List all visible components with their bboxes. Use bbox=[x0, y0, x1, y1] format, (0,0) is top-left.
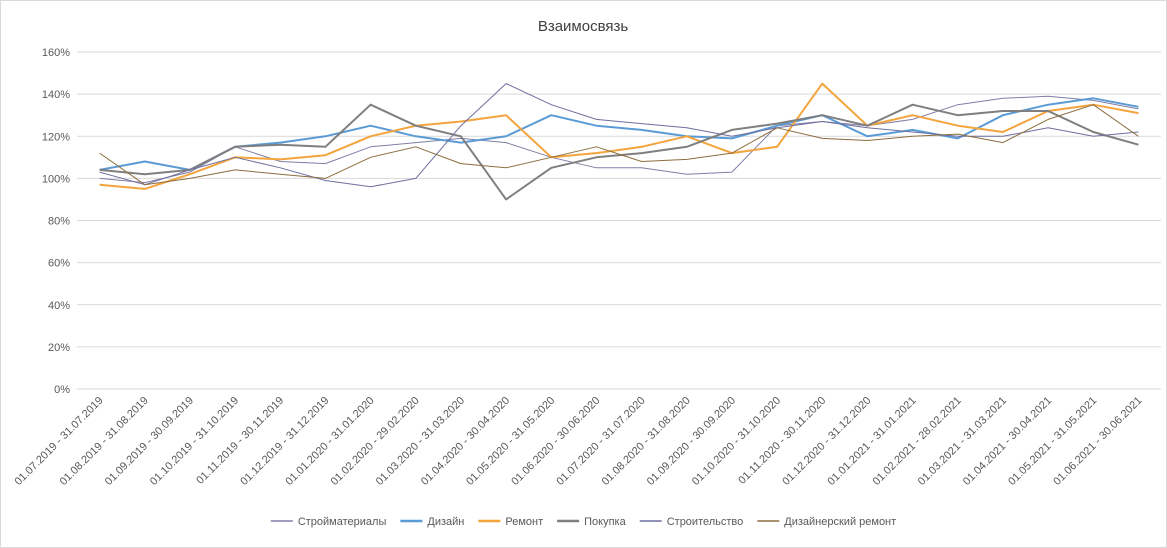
legend-label: Строительство bbox=[667, 516, 744, 528]
series-line-4 bbox=[99, 103, 1139, 201]
x-tick-label: 01.06.2020 - 30.06.2020 bbox=[509, 395, 602, 488]
y-tick-label: 100% bbox=[42, 173, 70, 185]
gridlines bbox=[77, 51, 1161, 390]
legend-item: Дизайн bbox=[400, 516, 464, 528]
x-tick-label: 01.11.2019 - 30.11.2019 bbox=[194, 395, 286, 487]
x-tick-label: 01.09.2019 - 30.09.2019 bbox=[103, 395, 196, 488]
x-tick-label: 01.04.2021 - 30.04.2021 bbox=[961, 395, 1054, 488]
y-tick-label: 120% bbox=[42, 131, 70, 143]
y-tick-label: 140% bbox=[42, 89, 70, 101]
series-lines bbox=[99, 82, 1139, 201]
series-line-1 bbox=[99, 95, 1139, 184]
legend-item: Дизайнерский ремонт bbox=[757, 516, 896, 528]
y-tick-label: 20% bbox=[48, 342, 70, 354]
legend-label: Ремонт bbox=[505, 516, 543, 528]
x-tick-label: 01.10.2019 - 31.10.2019 bbox=[148, 395, 241, 488]
y-tick-label: 60% bbox=[48, 258, 70, 270]
legend: Стройматериалы Дизайн Ремонт Покупка Строите… bbox=[270, 516, 896, 528]
legend-item: Строительство bbox=[639, 516, 744, 528]
series-line-5 bbox=[99, 83, 1139, 188]
x-tick-label: 01.08.2020 - 31.08.2020 bbox=[600, 395, 693, 488]
y-tick-label: 160% bbox=[42, 47, 70, 59]
x-tick-label: 01.06.2021 - 30.06.2021 bbox=[1051, 395, 1144, 488]
legend-item: Ремонт bbox=[478, 516, 543, 528]
y-tick-label: 80% bbox=[48, 216, 70, 228]
legend-label: Дизайн bbox=[427, 516, 464, 528]
chart-title: Взаимосвязь bbox=[538, 18, 629, 35]
x-tick-label: 01.04.2020 - 30.04.2020 bbox=[419, 395, 512, 488]
x-tick-label: 01.12.2020 - 31.12.2020 bbox=[780, 395, 873, 488]
x-tick-label: 01.10.2020 - 31.10.2020 bbox=[690, 395, 783, 488]
x-tick-label: 01.08.2019 - 31.08.2019 bbox=[58, 395, 151, 488]
x-tick-label: 01.01.2021 - 31.01.2021 bbox=[825, 395, 918, 488]
legend-item: Покупка bbox=[557, 516, 627, 528]
x-tick-label: 01.02.2020 - 29.02.2020 bbox=[329, 395, 422, 488]
series-line-2 bbox=[99, 97, 1139, 171]
y-tick-label: 40% bbox=[48, 300, 70, 312]
x-tick-label: 01.05.2021 - 31.05.2021 bbox=[1006, 395, 1099, 488]
x-tick-label: 01.09.2020 - 30.09.2020 bbox=[645, 395, 738, 488]
x-tick-label: 01.02.2021 - 28.02.2021 bbox=[871, 395, 964, 488]
legend-item: Стройматериалы bbox=[270, 516, 387, 528]
x-tick-label: 01.12.2019 - 31.12.2019 bbox=[238, 395, 331, 488]
series-line-3 bbox=[99, 82, 1139, 190]
x-tick-label: 01.03.2021 - 31.03.2021 bbox=[916, 395, 1009, 488]
x-tick-label: 01.03.2020 - 31.03.2020 bbox=[374, 395, 467, 488]
y-axis-ticks: 0% 20% 40% 60% 80% 100% 120% 140% 160% bbox=[42, 47, 70, 396]
x-tick-label: 01.07.2019 - 31.07.2019 bbox=[12, 395, 105, 488]
legend-label: Дизайнерский ремонт bbox=[784, 516, 896, 528]
x-tick-label: 01.11.2020 - 30.11.2020 bbox=[736, 395, 828, 487]
legend-label: Стройматериалы bbox=[298, 516, 387, 528]
x-tick-label: 01.07.2020 - 31.07.2020 bbox=[554, 395, 647, 488]
series-line-6 bbox=[99, 104, 1139, 186]
x-tick-label: 01.05.2020 - 31.05.2020 bbox=[464, 395, 557, 488]
x-tick-label: 01.01.2020 - 31.01.2020 bbox=[283, 395, 376, 488]
legend-label: Покупка bbox=[584, 516, 626, 528]
y-tick-label: 0% bbox=[54, 384, 70, 396]
